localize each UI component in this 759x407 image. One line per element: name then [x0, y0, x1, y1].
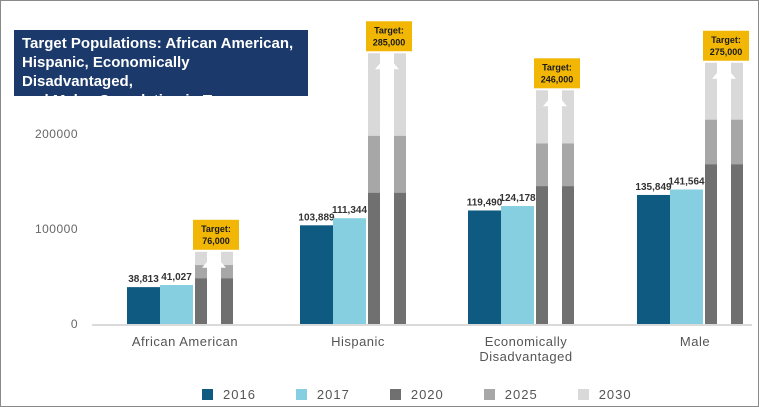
x-tick-label-2: Hispanic — [331, 334, 385, 349]
legend-item-2025: 2025 — [484, 387, 538, 402]
bar-2017-3 — [501, 206, 534, 324]
target-value-3: 246,000 — [541, 74, 574, 84]
target-label-3: Target: — [542, 62, 572, 72]
bar-2016-4 — [637, 195, 670, 324]
data-label-2016-2: 103,889 — [298, 212, 335, 223]
legend-label-2016: 2016 — [223, 387, 256, 402]
legend-swatch-2017 — [296, 389, 307, 400]
target-arrow-shaft-1 — [209, 266, 219, 324]
chart-title-line-3: and Males Completing in Texas — [22, 91, 300, 110]
target-arrow-shaft-2 — [382, 67, 392, 324]
chart-title: Target Populations: African American, Hi… — [14, 30, 308, 96]
y-tick-label: 100000 — [35, 222, 78, 236]
bar-2020-4-1 — [705, 164, 717, 324]
legend-item-2017: 2017 — [296, 387, 350, 402]
bar-2016-3 — [468, 210, 501, 324]
x-tick-label-4: Male — [680, 334, 710, 349]
bar-2020-2-1 — [368, 193, 380, 324]
chart-title-line-2: Hispanic, Economically Disadvantaged, — [22, 53, 300, 91]
data-label-2017-2: 111,344 — [332, 205, 367, 216]
x-tick-label-3: Disadvantaged — [479, 349, 572, 364]
bar-2017-1 — [160, 285, 193, 324]
target-label-1: Target: — [201, 224, 231, 234]
target-label-4: Target: — [711, 35, 741, 45]
legend: 2016 2017 2020 2025 2030 — [202, 385, 672, 403]
legend-label-2017: 2017 — [317, 387, 350, 402]
bar-2020-3-1 — [536, 186, 548, 324]
target-arrow-shaft-3 — [550, 104, 560, 324]
legend-swatch-2030 — [578, 389, 589, 400]
chart-title-line-1: Target Populations: African American, — [22, 34, 300, 53]
bar-2016-1 — [127, 287, 160, 324]
legend-label-2025: 2025 — [505, 387, 538, 402]
target-arrow-shaft-4 — [719, 77, 729, 324]
bar-2016-2 — [300, 225, 333, 324]
data-label-2016-4: 135,849 — [635, 182, 672, 193]
data-label-2017-4: 141,564 — [668, 177, 705, 188]
bar-2020-2-2 — [394, 193, 406, 324]
bar-2020-3-2 — [562, 186, 574, 324]
legend-swatch-2020 — [390, 389, 401, 400]
data-label-2016-3: 119,490 — [467, 197, 503, 208]
bar-2017-2 — [333, 218, 366, 324]
legend-item-2016: 2016 — [202, 387, 256, 402]
data-label-2016-1: 38,813 — [128, 274, 159, 285]
legend-swatch-2016 — [202, 389, 213, 400]
bar-2020-1-1 — [195, 278, 207, 324]
x-tick-label-3: Economically — [485, 334, 568, 349]
data-label-2017-3: 124,178 — [499, 193, 536, 204]
data-label-2017-1: 41,027 — [161, 272, 192, 283]
x-tick-label-1: African American — [132, 334, 238, 349]
y-tick-label: 0 — [71, 317, 78, 331]
legend-label-2020: 2020 — [411, 387, 444, 402]
bar-2020-4-2 — [731, 164, 743, 324]
target-value-1: 76,000 — [202, 236, 230, 246]
legend-item-2020: 2020 — [390, 387, 444, 402]
target-value-2: 285,000 — [373, 37, 406, 47]
target-label-2: Target: — [374, 25, 404, 35]
bar-2020-1-2 — [221, 278, 233, 324]
legend-label-2030: 2030 — [599, 387, 632, 402]
legend-item-2030: 2030 — [578, 387, 632, 402]
bar-2017-4 — [670, 190, 703, 324]
legend-swatch-2025 — [484, 389, 495, 400]
y-tick-label: 200000 — [35, 127, 78, 141]
target-value-4: 275,000 — [710, 47, 743, 57]
